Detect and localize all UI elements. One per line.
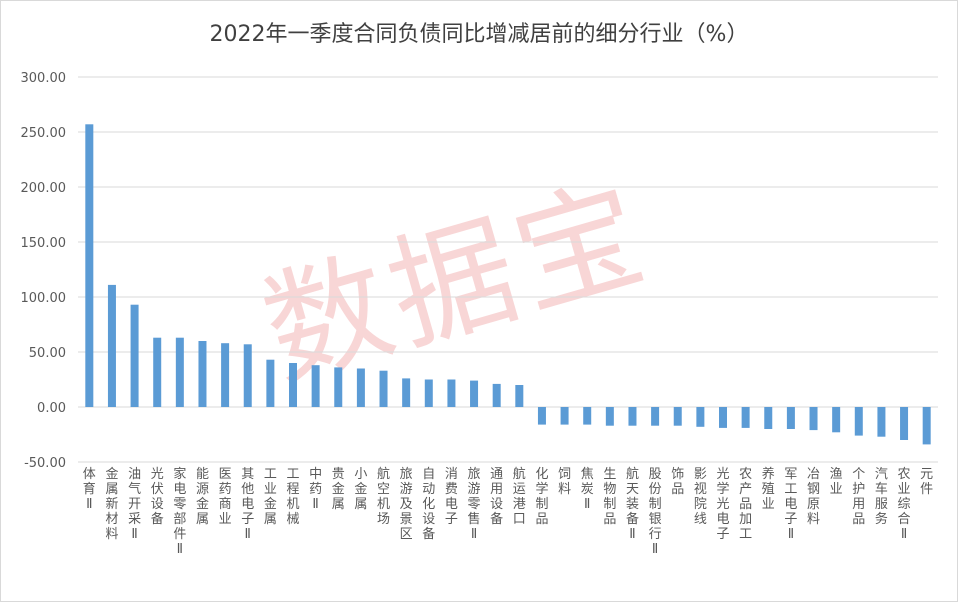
bar [221,343,230,407]
x-category-label: 贵金属 [332,467,345,512]
x-category-label: 工程机械 [286,467,299,527]
y-tick-label: 300.00 [21,71,67,86]
bar [356,368,365,407]
x-category-label: 冶钢原料 [807,467,820,527]
bar [877,407,886,437]
x-category-label: 体育 Ⅱ [83,467,96,512]
bar [153,337,162,407]
y-tick-label: -50.00 [24,456,66,471]
bar [289,363,297,407]
bar [470,380,479,407]
x-category-label: 通用设备 [490,467,503,527]
bar [628,407,637,426]
bar [719,407,727,428]
x-category-label: 化学制品 [535,467,548,527]
x-category-label: 航运港口 [513,466,526,527]
bar [198,341,207,407]
y-tick-label: 200.00 [21,181,67,196]
x-category-label: 个护用品 [852,467,865,527]
y-tick-label: 100.00 [21,291,67,306]
bar [900,407,909,440]
x-category-label: 自动化设备 [422,467,435,542]
bar [854,407,863,436]
x-category-label: 医药商业 [219,467,232,527]
x-category-label: 股份制银行 Ⅱ [649,467,662,557]
bar [85,124,94,408]
bar [379,370,388,407]
bar [605,407,614,426]
bar [311,365,320,407]
y-tick-label: 150.00 [21,236,67,251]
x-category-label: 金属新材料 [105,466,118,542]
y-tick-label: 0.00 [37,401,66,416]
bar [922,407,931,445]
x-category-label: 航空机场 [377,466,390,527]
bar [673,407,682,426]
chart-title: 2022年一季度合同负债同比增减居前的细分行业（%） [209,22,749,47]
bar [424,379,433,407]
bar [764,407,773,429]
bar [696,407,705,427]
x-category-label: 生物制品 [603,467,616,527]
x-category-label: 元件 [920,467,933,497]
x-category-label: 家电零部件 Ⅱ [173,466,186,557]
x-category-label: 饰品 [671,467,684,497]
bar [334,367,343,407]
bar [741,407,750,428]
y-tick-label: 250.00 [21,126,67,141]
x-category-label: 农产品加工 [739,467,752,542]
bar [515,385,524,407]
x-category-label: 农业综合 Ⅱ [898,467,911,542]
x-category-label: 焦炭 Ⅱ [581,467,594,512]
x-category-label: 光学光电子 [716,467,729,542]
x-category-label: 光伏设备 [151,467,164,527]
bar [809,407,818,431]
bar [537,407,546,425]
bar [130,304,139,407]
bar [266,359,275,407]
x-category-label: 渔业 [830,467,843,497]
x-category-label: 中药 Ⅱ [309,467,322,512]
bar [492,383,501,407]
x-category-label: 军工电子 Ⅱ [784,467,797,542]
x-category-label: 工业金属 [264,467,277,527]
x-category-label: 其他电子 Ⅱ [241,467,254,542]
bar [175,337,184,407]
y-tick-label: 50.00 [29,346,66,361]
x-category-label: 养殖业 [762,466,775,512]
bar [651,407,660,426]
x-category-label: 油气开采 Ⅱ [128,467,141,542]
bar [447,379,456,407]
bar [786,407,795,429]
x-category-label: 小金属 [354,467,367,512]
bar [583,407,592,425]
x-category-label: 影视院线 [694,467,707,527]
bar [402,378,411,407]
bar [832,407,841,433]
bar [243,344,252,407]
x-category-label: 汽车服务 [875,467,888,527]
x-category-label: 能源金属 [196,467,209,527]
x-category-label: 旅游零售 Ⅱ [468,467,481,542]
bar [560,407,569,425]
x-category-label: 消费电子 [445,467,458,527]
bar [107,284,116,407]
x-category-label: 航天装备 Ⅱ [626,466,639,542]
x-category-label: 旅游及景区 [400,467,413,542]
x-category-label: 饲料 [558,467,571,497]
